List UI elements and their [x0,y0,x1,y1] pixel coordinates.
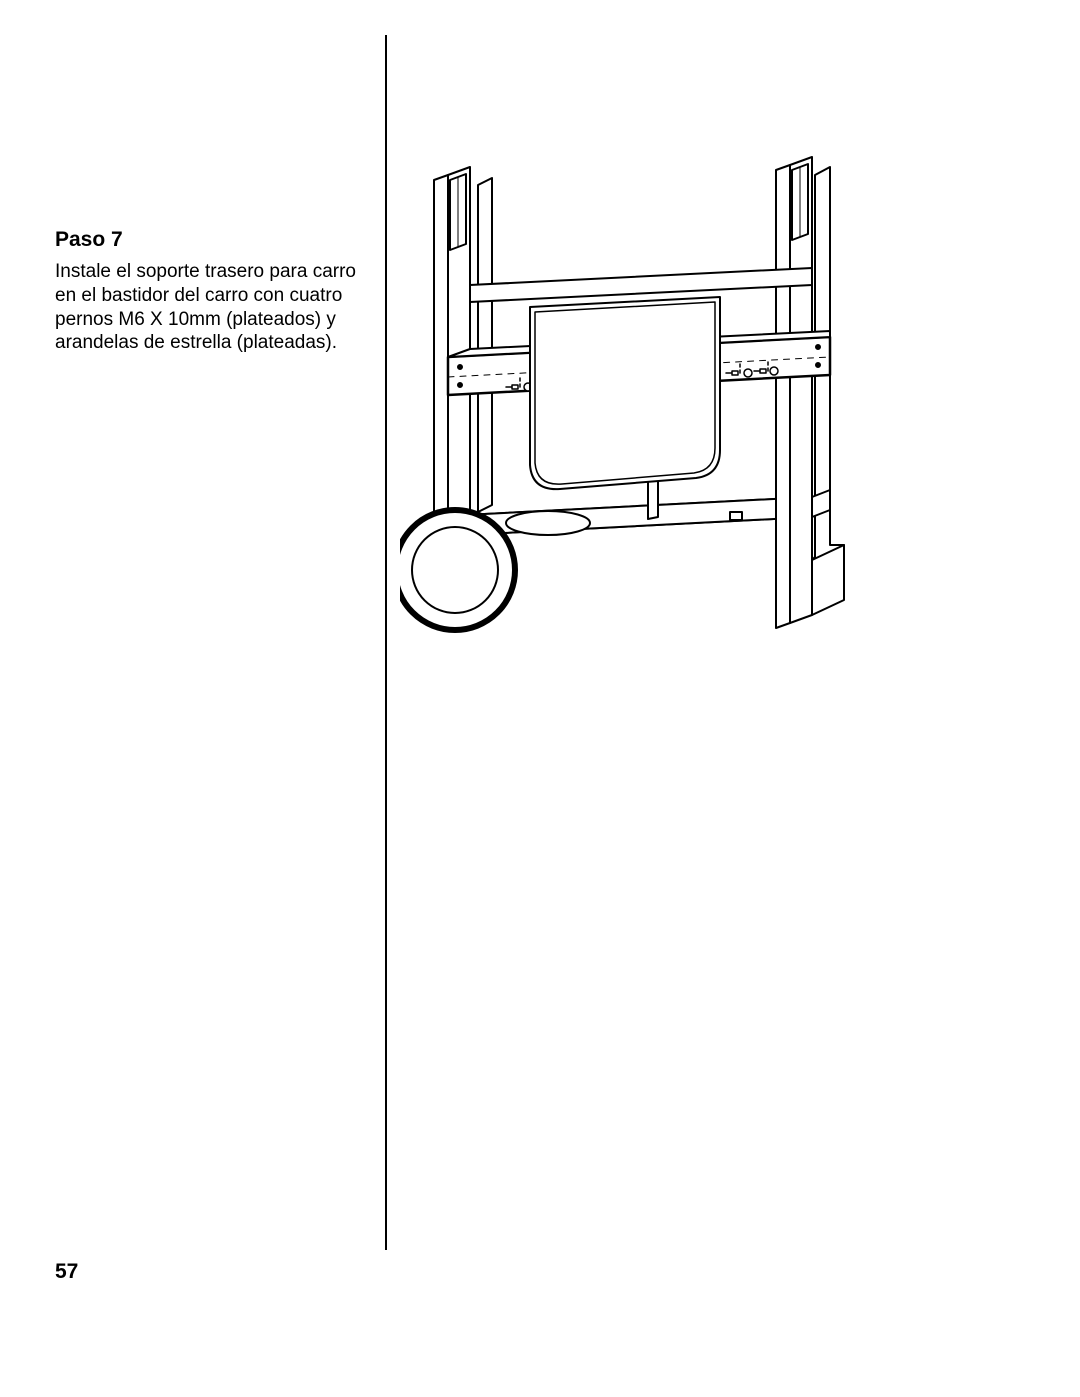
step-title: Paso 7 [55,228,365,252]
assembly-diagram [400,145,860,645]
column-divider [385,35,387,1250]
step-body: Instale el soporte trasero para carro en… [55,260,365,355]
instruction-text-column: Paso 7 Instale el soporte trasero para c… [55,228,365,355]
page-number: 57 [55,1260,78,1284]
manual-page: Paso 7 Instale el soporte trasero para c… [0,0,1080,1397]
